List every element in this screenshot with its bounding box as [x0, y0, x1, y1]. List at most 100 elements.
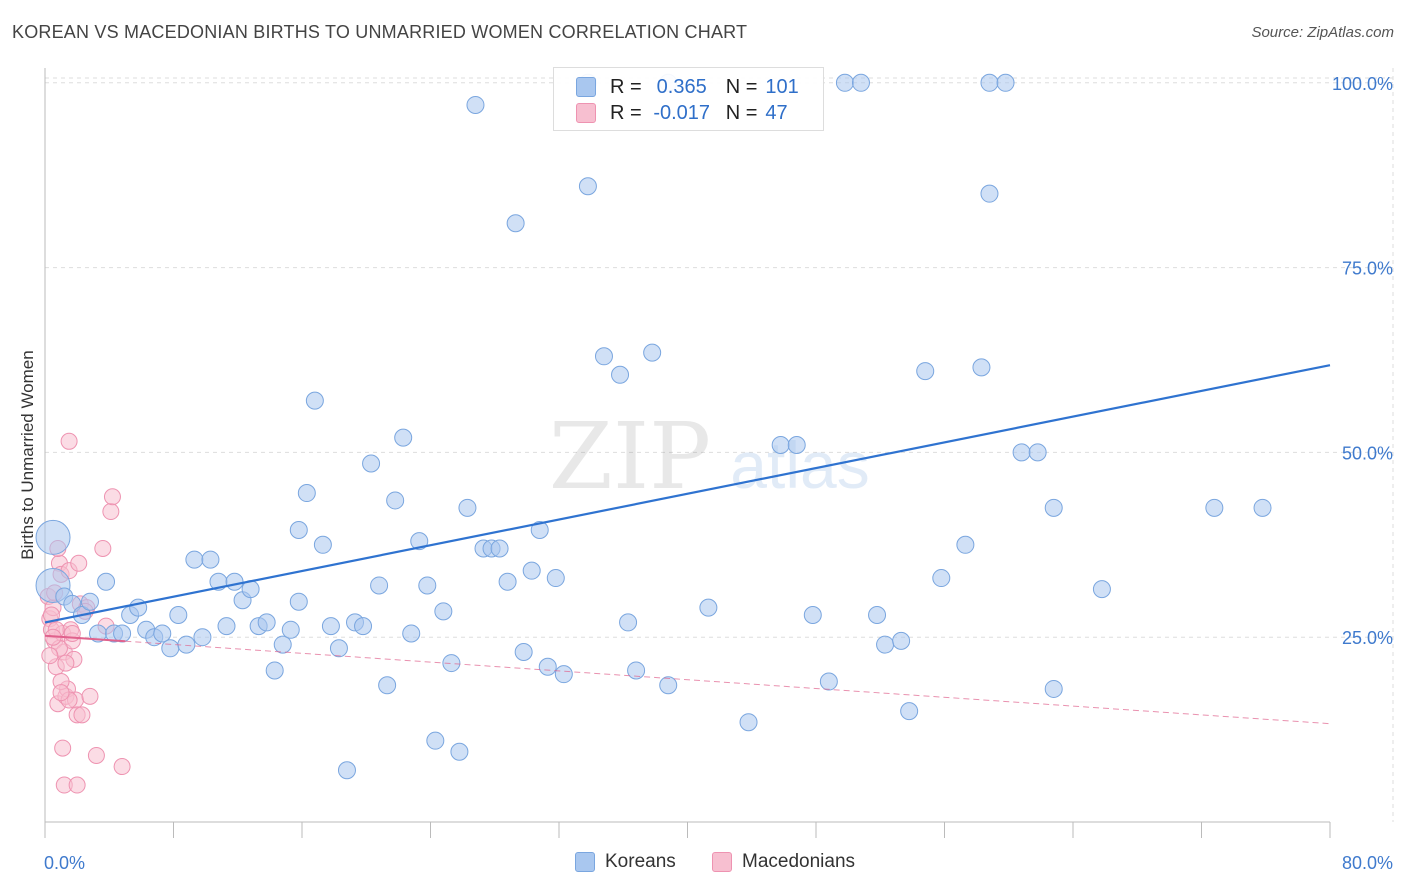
- korean-point: [876, 635, 895, 654]
- y-tick-label: 100.0%: [1332, 74, 1393, 94]
- macedonian-point: [73, 706, 91, 724]
- korean-point: [161, 639, 180, 658]
- legend-n-label: N =: [725, 101, 758, 124]
- korean-trend-line: [44, 364, 1331, 624]
- korean-point: [289, 592, 308, 611]
- korean-point: [490, 539, 509, 558]
- legend-n-label: N =: [725, 75, 758, 98]
- korean-point: [594, 347, 613, 366]
- macedonian-point: [87, 746, 105, 764]
- korean-point: [113, 624, 132, 643]
- korean-point: [819, 672, 838, 691]
- macedonian-point: [102, 503, 120, 521]
- korean-point: [530, 521, 549, 540]
- korean-point: [313, 535, 332, 554]
- korean-point: [868, 606, 887, 625]
- x-tick-label: 0.0%: [44, 853, 85, 873]
- korean-point: [739, 713, 758, 732]
- bottom-legend-macedonians: Macedonians: [712, 851, 855, 873]
- korean-point: [578, 177, 597, 196]
- korean-point: [169, 606, 188, 625]
- korean-point: [1044, 679, 1063, 698]
- korean-point: [281, 620, 300, 639]
- korean-point: [787, 436, 806, 454]
- korean-point: [972, 358, 991, 377]
- tick-labels: 25.0% 50.0% 75.0% 100.0% 0.0% 80.0%: [44, 74, 1393, 873]
- y-tick-label: 50.0%: [1342, 443, 1393, 463]
- macedonian-point: [57, 654, 75, 672]
- macedonian-point: [94, 539, 112, 557]
- y-tick-label: 25.0%: [1342, 628, 1393, 648]
- bottom-swatch-koreans: [575, 852, 595, 872]
- watermark-zip: ZIP: [549, 403, 711, 510]
- korean-point: [980, 184, 999, 203]
- legend-n-value: 101: [765, 75, 799, 98]
- korean-point: [450, 742, 469, 761]
- korean-points: [35, 73, 1272, 780]
- korean-point: [514, 642, 533, 661]
- bottom-legend-macedonians-label: Macedonians: [742, 851, 856, 872]
- korean-point: [225, 572, 244, 591]
- korean-point: [201, 550, 220, 569]
- korean-point: [980, 73, 999, 92]
- korean-point: [185, 550, 204, 569]
- y-tick-label: 75.0%: [1342, 259, 1393, 279]
- korean-point: [1253, 498, 1272, 517]
- korean-point: [498, 572, 517, 591]
- macedonian-point: [41, 647, 59, 665]
- korean-point: [803, 606, 822, 625]
- korean-point: [900, 702, 919, 721]
- chart-title: KOREAN VS MACEDONIAN BIRTHS TO UNMARRIED…: [12, 22, 748, 42]
- korean-point: [619, 613, 638, 632]
- korean-point: [643, 343, 662, 362]
- korean-point: [835, 73, 854, 92]
- korean-point: [1092, 580, 1111, 599]
- korean-point: [1044, 498, 1063, 517]
- korean-point: [193, 628, 212, 647]
- korean-point: [289, 521, 308, 540]
- korean-point: [354, 617, 373, 636]
- legend-swatch-koreans: [576, 77, 596, 97]
- legend-r-value: 0.365: [656, 75, 707, 98]
- bottom-legend-koreans-label: Koreans: [605, 851, 676, 872]
- korean-point: [1205, 498, 1224, 517]
- macedonian-point: [60, 432, 78, 450]
- korean-point: [97, 572, 116, 591]
- korean-point: [611, 365, 630, 384]
- macedonian-point: [54, 739, 72, 757]
- macedonian-point: [42, 606, 60, 624]
- legend-r-label: R =: [610, 101, 642, 124]
- macedonian-point: [70, 554, 88, 572]
- legend-r-label: R =: [610, 75, 642, 98]
- korean-point: [329, 639, 348, 658]
- legend-n-value: 47: [765, 101, 788, 124]
- korean-point: [305, 391, 324, 410]
- korean-point: [506, 214, 525, 233]
- korean-point: [466, 95, 485, 114]
- korean-point: [916, 362, 935, 381]
- korean-point: [394, 428, 413, 447]
- legend-row-macedonians: R = -0.017 N = 47: [576, 100, 788, 126]
- korean-point: [932, 569, 951, 588]
- korean-point: [321, 617, 340, 636]
- korean-point: [956, 535, 975, 554]
- korean-point: [851, 73, 870, 92]
- korean-point: [546, 569, 565, 588]
- source-label: Source: ZipAtlas.com: [1251, 24, 1394, 41]
- korean-point: [337, 761, 356, 780]
- korean-point: [1028, 443, 1047, 462]
- trend-lines: [44, 364, 1331, 725]
- korean-point: [426, 731, 445, 750]
- macedonian-point: [103, 488, 121, 506]
- korean-point: [699, 598, 718, 617]
- korean-point: [627, 661, 646, 680]
- macedonian-trend-line-solid: [44, 634, 126, 643]
- legend-row-koreans: R = 0.365 N = 101: [576, 74, 799, 100]
- macedonian-point: [68, 776, 86, 794]
- legend-r-value: -0.017: [653, 101, 711, 124]
- korean-point: [217, 617, 236, 636]
- korean-point: [402, 624, 421, 643]
- macedonian-point: [63, 625, 81, 642]
- bottom-swatch-macedonians: [712, 852, 732, 872]
- legend-swatch-macedonians: [576, 103, 596, 123]
